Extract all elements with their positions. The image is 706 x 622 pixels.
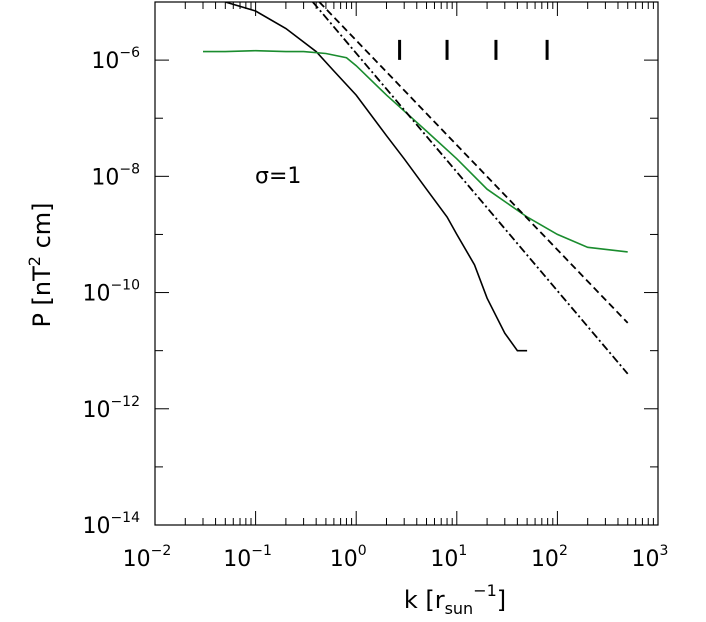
y-axis-label-sup: 2 xyxy=(25,256,44,266)
reference-lines-layer xyxy=(312,2,629,375)
dashdot-reference-line xyxy=(312,2,629,375)
y-tick-label: 10−8 xyxy=(91,161,140,190)
x-tick-label: 100 xyxy=(330,543,367,572)
y-tick-label: 10−6 xyxy=(91,45,140,74)
dashed-reference-line xyxy=(318,2,629,324)
sigma-annotation: σ=1 xyxy=(255,164,301,189)
x-axis-label: k [rsun−1] xyxy=(404,581,506,618)
x-tick-label: 10−1 xyxy=(223,543,272,572)
x-axis-label-base: k [r xyxy=(404,586,445,614)
x-tick-label: 101 xyxy=(430,543,467,572)
y-axis-label-base: P [nT xyxy=(28,266,56,328)
black-spectrum-line xyxy=(225,2,528,352)
scale-markers xyxy=(398,39,549,60)
series-layer xyxy=(203,2,628,352)
x-tick-label: 102 xyxy=(531,543,568,572)
y-axis-label: P [nT2 cm] xyxy=(25,202,56,327)
y-axis-label-tail: cm] xyxy=(28,202,56,256)
y-tick-label: 10−14 xyxy=(82,510,140,539)
x-axis-label-close: ] xyxy=(497,586,506,614)
x-axis-label-sub: sun xyxy=(445,599,474,618)
x-tick-label: 103 xyxy=(632,543,669,572)
x-axis-label-sup: −1 xyxy=(473,581,497,600)
x-tick-label: 10−2 xyxy=(123,543,172,572)
plot-frame xyxy=(154,1,659,526)
green-spectrum-line xyxy=(203,49,628,253)
axes xyxy=(154,1,659,526)
y-tick-label: 10−12 xyxy=(82,394,140,423)
y-tick-label: 10−10 xyxy=(82,278,140,307)
tick-labels: 10−2 10−1 100 101 102 103 10−14 10−12 10−10 10−8 1… xyxy=(82,45,668,572)
